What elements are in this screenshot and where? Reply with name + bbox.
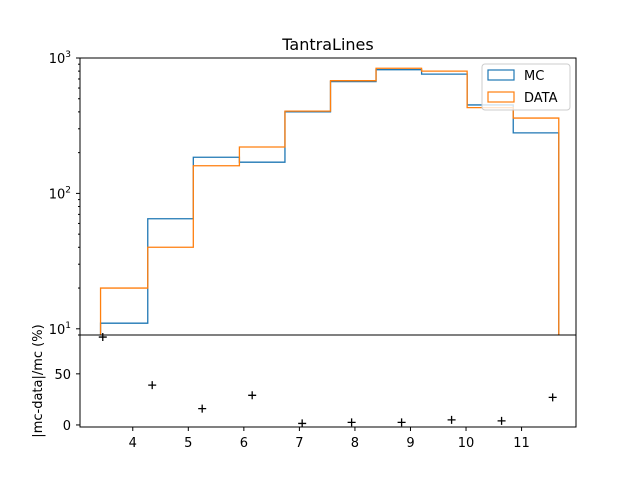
ratio-x-tick-label: 10 (458, 436, 475, 451)
histogram-y-tick-label: 102 (49, 185, 71, 202)
ratio-x-tick-label: 7 (295, 436, 303, 451)
ratio-point (347, 418, 356, 427)
ratio-point (148, 381, 157, 390)
ratio-point (548, 393, 557, 402)
ratio-x-tick-label: 9 (406, 436, 414, 451)
legend-swatch-data (487, 91, 515, 103)
ratio-x-tick-label: 8 (351, 436, 359, 451)
ratio-y-tick-label: 0 (63, 419, 71, 434)
ratio-point (298, 419, 307, 428)
legend-label-mc: MC (524, 69, 544, 84)
legend-label-data: DATA (524, 91, 558, 106)
ratio-y-axis-label: |mc-data|/mc (%) (31, 324, 46, 437)
legend: MC DATA (481, 63, 571, 111)
chart-title: TantraLines (281, 35, 373, 54)
ratio-y-tick-label: 50 (54, 368, 71, 383)
ratio-x-tick-label: 6 (240, 436, 248, 451)
ratio-point (447, 415, 456, 424)
histogram-panel: TantraLines 101 102 103 MC DATA (49, 35, 577, 338)
ratio-point (198, 404, 207, 413)
ratio-x-tick-label: 11 (513, 436, 530, 451)
ratio-x-tick-label: 4 (129, 436, 137, 451)
ratio-point (248, 391, 257, 400)
legend-swatch-mc (487, 69, 515, 81)
ratio-point (98, 333, 107, 342)
histogram-y-tick-label: 101 (49, 321, 71, 338)
ratio-point (397, 418, 406, 427)
legend-box (481, 63, 571, 111)
histogram-y-tick-label: 103 (49, 50, 71, 67)
ratio-point (497, 416, 506, 425)
ratio-frame (79, 334, 577, 428)
ratio-x-tick-label: 5 (184, 436, 192, 451)
